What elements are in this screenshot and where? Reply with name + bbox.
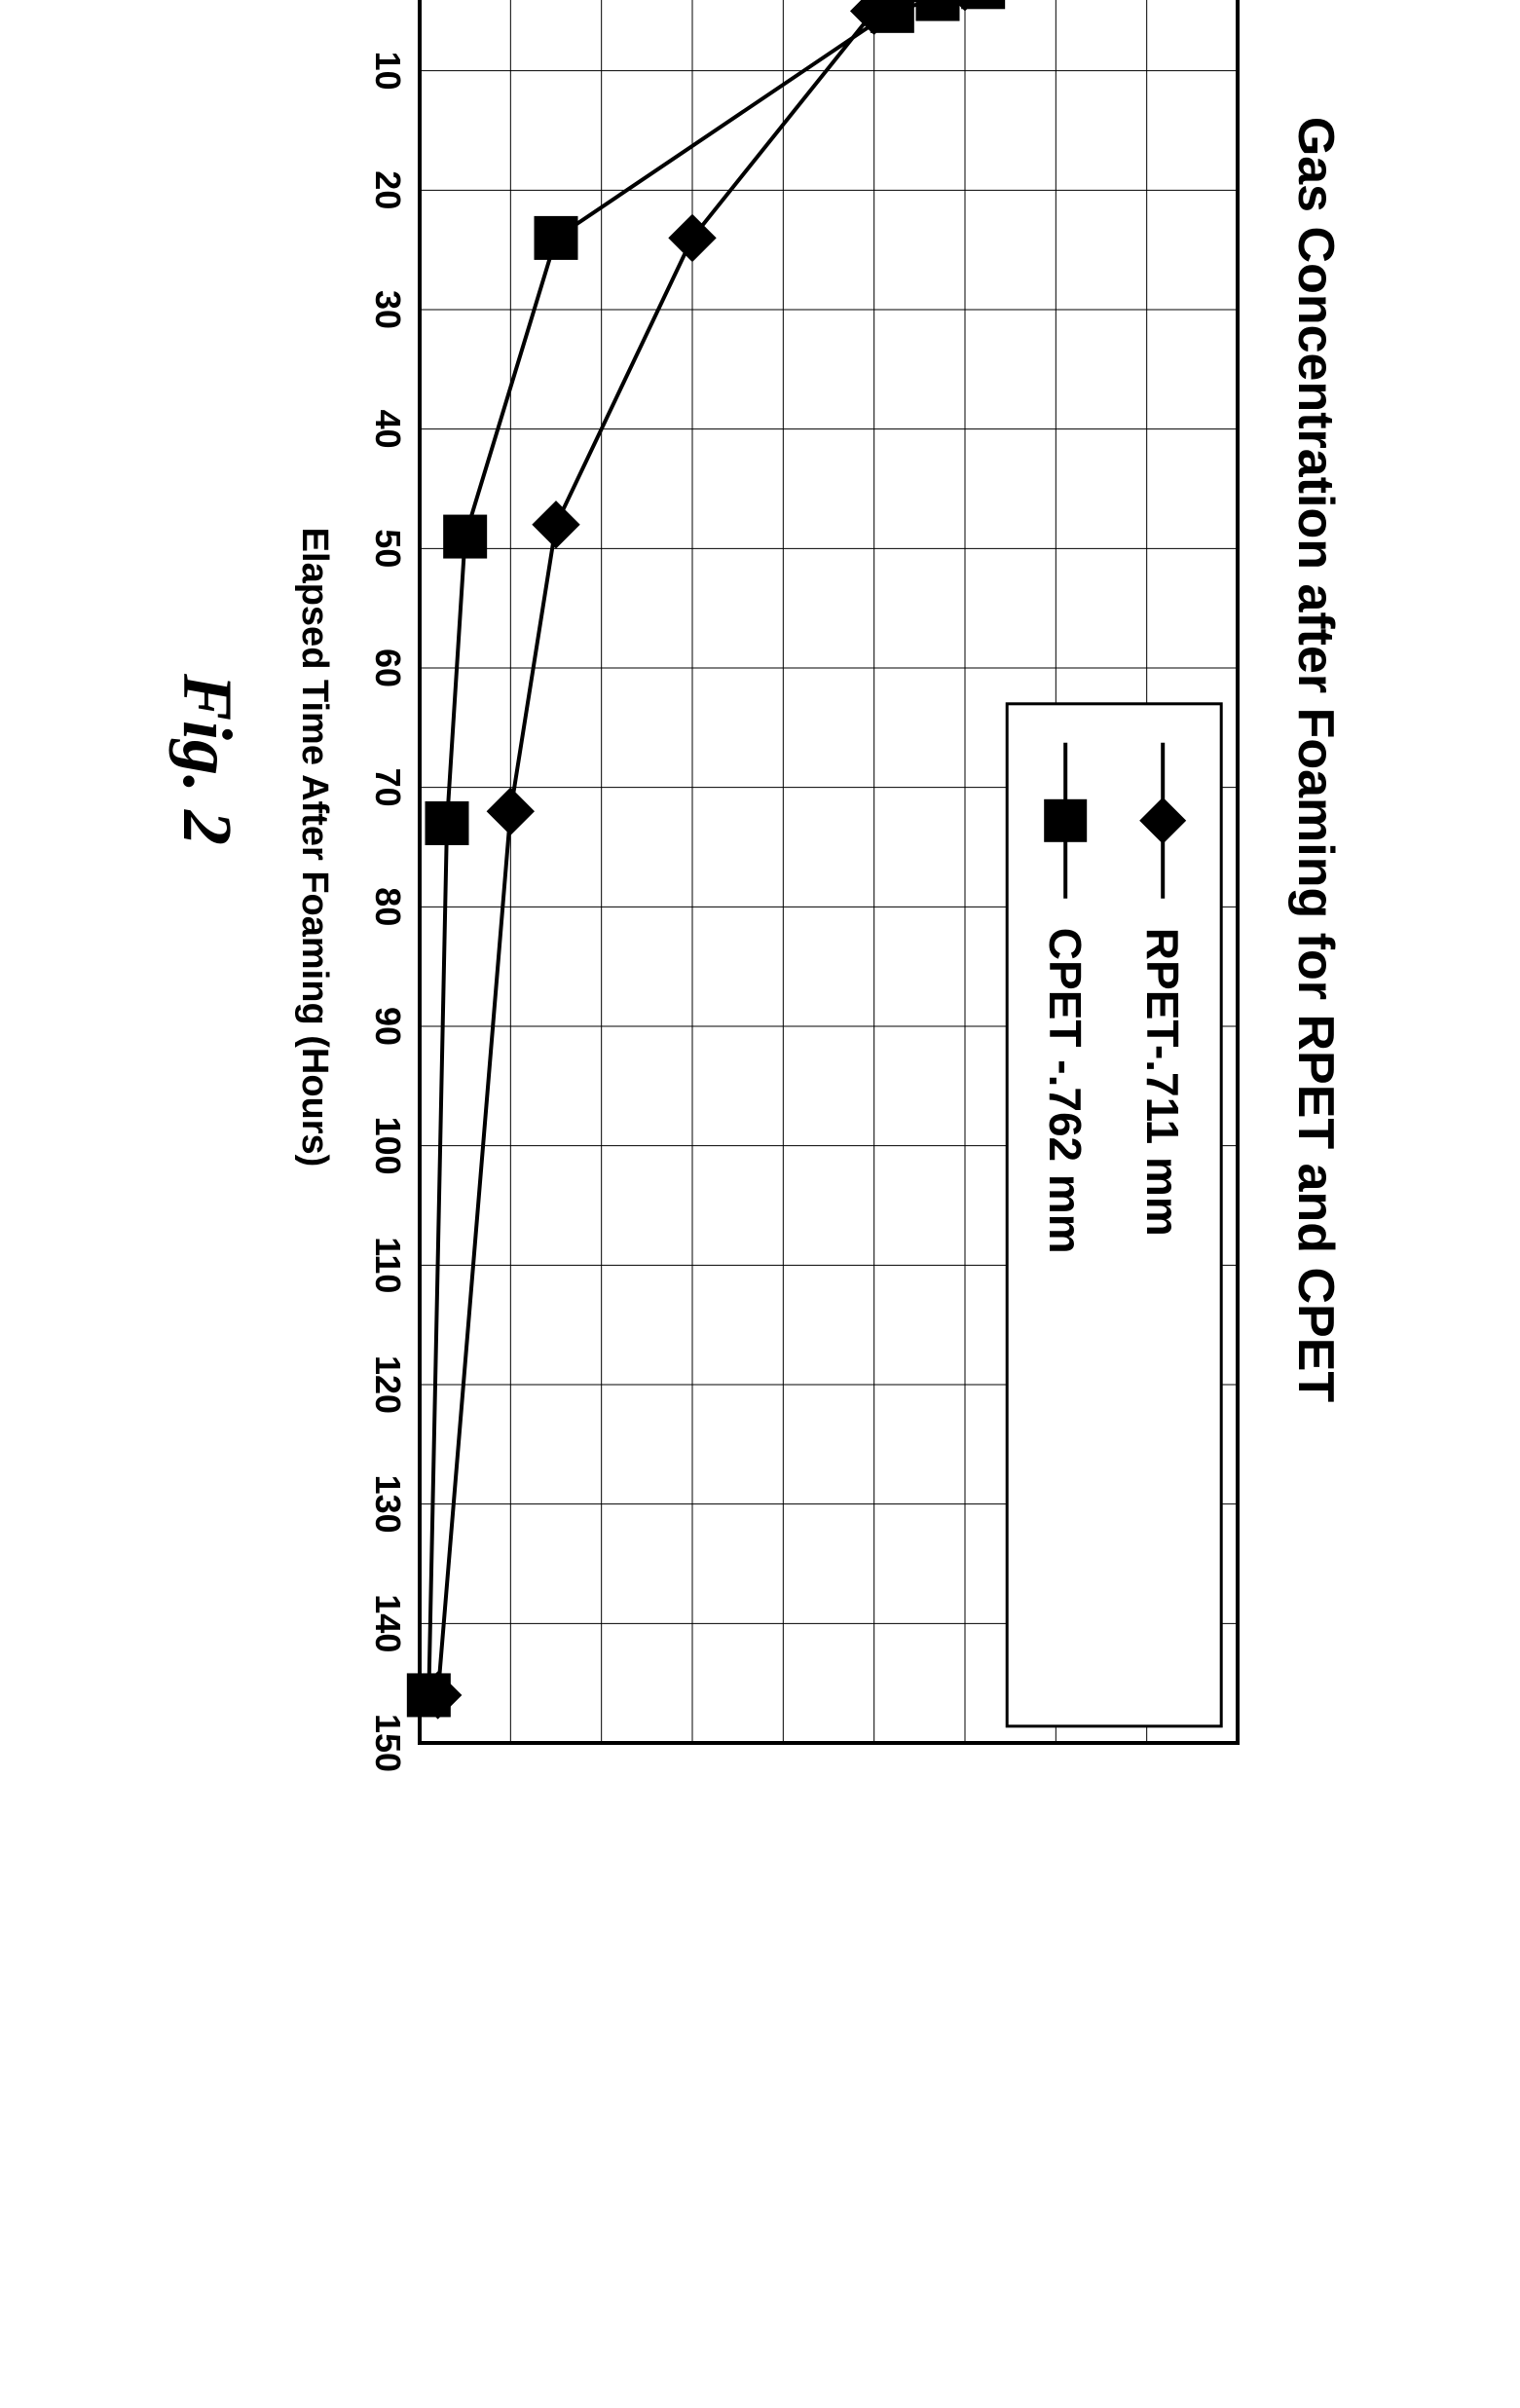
- svg-text:40: 40: [368, 410, 408, 449]
- svg-text:140: 140: [368, 1594, 408, 1652]
- svg-text:130: 130: [368, 1475, 408, 1534]
- svg-text:100: 100: [368, 1117, 408, 1175]
- svg-text:110: 110: [368, 1237, 408, 1293]
- svg-text:CPET -.762 mm: CPET -.762 mm: [1040, 928, 1091, 1254]
- svg-text:60: 60: [368, 648, 408, 687]
- chart-title: Gas Concentration after Foaming for RPET…: [1286, 0, 1345, 1831]
- svg-text:Elapsed Time After Foaming (Ho: Elapsed Time After Foaming (Hours): [294, 528, 335, 1167]
- svg-text:90: 90: [368, 1007, 408, 1046]
- svg-text:80: 80: [368, 887, 408, 926]
- svg-text:RPET-.711 mm: RPET-.711 mm: [1137, 928, 1188, 1237]
- svg-text:30: 30: [368, 290, 408, 329]
- svg-text:20: 20: [368, 170, 408, 209]
- chart-svg: 0102030405060708090100110120130140150010…: [283, 0, 1257, 1782]
- figure-label: Fig. 2: [167, 674, 247, 845]
- svg-text:70: 70: [368, 768, 408, 807]
- chart-area: 0102030405060708090100110120130140150010…: [283, 0, 1257, 1782]
- svg-text:50: 50: [368, 529, 408, 568]
- svg-text:10: 10: [368, 52, 408, 91]
- svg-text:120: 120: [368, 1355, 408, 1414]
- svg-text:150: 150: [368, 1714, 408, 1772]
